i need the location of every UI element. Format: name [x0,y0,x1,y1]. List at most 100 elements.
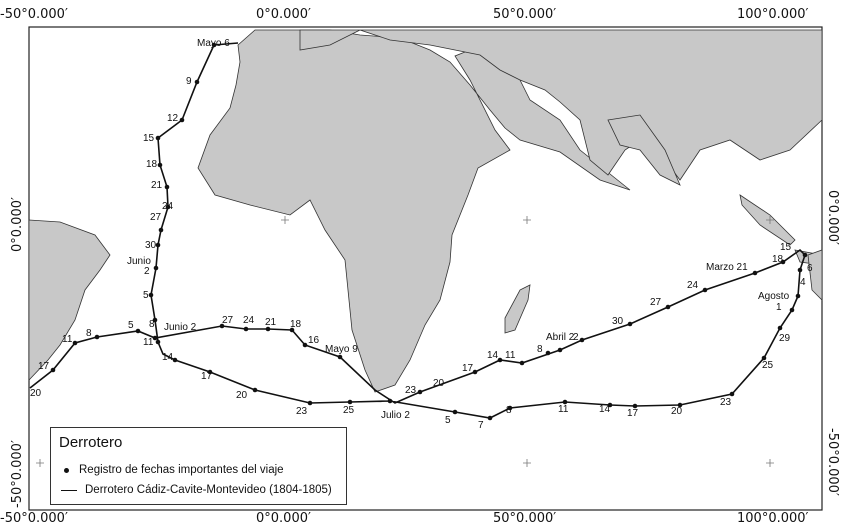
route-point [797,267,803,273]
right-label-1: 0°0.000′ [825,190,840,245]
legend-point-label: Registro de fechas importantes del viaje [79,464,284,476]
route-label: 8 [537,344,543,355]
route-label: Junio [127,256,151,267]
route-label: 23 [405,385,417,396]
route-point [219,323,225,329]
route-label: 18 [290,319,302,330]
route-label: Abril 2 [546,332,575,343]
route-label: 17 [38,361,50,372]
route-label: 24 [243,315,255,326]
route-point [795,293,801,299]
graticule-marks [36,216,774,467]
route-point [194,79,200,85]
route-label: 20 [236,390,248,401]
route-point [452,409,458,415]
route-point [472,369,478,375]
route-label: Julio 2 [381,410,410,421]
legend-box: Derrotero Registro de fechas importantes… [50,427,347,505]
route-label: 20 [671,406,683,417]
route-point [487,415,493,421]
route-label: 27 [650,297,662,308]
route-label: 30 [145,240,157,251]
route-label: 8 [506,405,512,416]
route-label: Mayo 9 [325,344,358,355]
legend-point-symbol [64,467,69,473]
route-point [780,259,786,265]
route-point [289,327,295,333]
route-point [243,326,249,332]
route-point [155,242,161,248]
legend-point-row: Registro de fechas importantes del viaje [61,464,284,476]
africa-landmass [197,29,631,393]
route-point [152,335,158,341]
route-point [94,334,100,340]
route-label: 27 [150,212,162,223]
legend-line-row: Derrotero Cádiz-Cavite-Montevideo (1804-… [61,484,332,496]
route-point [665,304,671,310]
route-point [50,367,56,373]
south-america-landmass [28,219,111,382]
route-point [562,399,568,405]
route-label: 8 [86,328,92,339]
route-point [155,339,161,345]
route-label: 11 [143,337,154,348]
legend-line-label: Derrotero Cádiz-Cavite-Montevideo (1804-… [85,484,332,496]
route-point [165,204,171,210]
route-label: Mayo 6 [197,38,230,49]
route-label: 2 [573,332,579,343]
route-point [152,317,158,323]
route-point [752,270,758,276]
route-label: 24 [162,201,174,212]
route-label: 11 [505,350,516,361]
route-label: 20 [433,378,445,389]
route-label: 15 [780,242,792,253]
route-label: 18 [772,254,784,265]
route-point [337,354,343,360]
route-points [50,42,808,421]
india-landmass [607,114,681,186]
bottom-label-4: 100°0.000′ [737,511,809,526]
route-point [777,325,783,331]
route-point [172,357,178,363]
route-label: 21 [151,180,163,191]
bottom-label-1: -50°0.000′ [0,511,68,526]
route-label: 6 [807,263,813,274]
left-label-2: -50°0.000′ [10,440,25,508]
route-point [164,184,170,190]
route-point [607,402,613,408]
route-label: 5 [143,290,149,301]
route-point [761,355,767,361]
route-label: 23 [720,397,732,408]
legend-line-symbol [61,489,77,491]
route-label: 11 [558,404,569,415]
australia-landmass [807,249,823,301]
right-label-2: -50°0.000′ [825,428,840,496]
route-point [207,369,213,375]
route-point [729,391,735,397]
route-point [579,337,585,343]
route-label: 2 [144,266,150,277]
route-point [557,347,563,353]
eurasia-landmass [299,29,823,181]
madagascar-landmass [504,284,531,334]
route-label: Agosto [758,291,790,302]
route-label: 15 [143,133,155,144]
route-point [252,387,258,393]
route-label: 21 [265,317,277,328]
legend-title: Derrotero [59,434,123,451]
route-label: 24 [687,280,699,291]
route-point [155,135,161,141]
route-point [153,265,159,271]
route-label: 11 [62,334,73,345]
top-label-4: 100°0.000′ [737,7,809,22]
bottom-label-3: 50°0.000′ [493,511,557,526]
route-label: 5 [128,320,134,331]
route-point [179,117,185,123]
route-label: 14 [599,404,611,415]
route-point [417,389,423,395]
route-label: Junio 2 [164,322,197,333]
route-point [158,227,164,233]
route-point [677,402,683,408]
route-label: 9 [186,76,192,87]
route-label: 17 [627,408,639,419]
